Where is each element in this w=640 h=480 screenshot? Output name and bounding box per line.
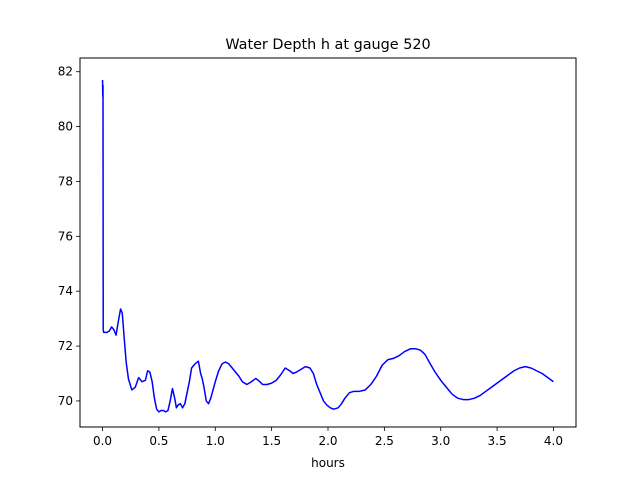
plot-area bbox=[101, 79, 554, 413]
x-tick-label: 3.0 bbox=[431, 434, 450, 448]
y-tick-label: 76 bbox=[58, 229, 73, 243]
x-tick-label: 0.0 bbox=[93, 434, 112, 448]
chart-title: Water Depth h at gauge 520 bbox=[225, 37, 430, 53]
x-tick-label: 1.0 bbox=[206, 434, 225, 448]
x-axis-label: hours bbox=[311, 456, 345, 470]
y-tick-label: 80 bbox=[58, 120, 73, 134]
x-tick-label: 4.0 bbox=[544, 434, 563, 448]
axes-frame bbox=[79, 57, 577, 428]
series-line bbox=[101, 79, 554, 413]
x-tick-label: 3.5 bbox=[488, 434, 507, 448]
y-tick-label: 82 bbox=[58, 65, 73, 79]
y-tick-label: 78 bbox=[58, 174, 73, 188]
x-tick-label: 0.5 bbox=[149, 434, 168, 448]
axis-ticks: 0.0 0.5 1.0 1.5 2.0 2.5 3.0 3.5 4.0 70 72 74 76 78 80 8… bbox=[58, 65, 563, 448]
y-tick-label: 72 bbox=[58, 339, 73, 353]
y-tick-label: 74 bbox=[58, 284, 73, 298]
y-tick-label: 70 bbox=[58, 394, 73, 408]
x-tick-label: 2.5 bbox=[375, 434, 394, 448]
x-tick-label: 1.5 bbox=[262, 434, 281, 448]
x-tick-label: 2.0 bbox=[318, 434, 337, 448]
